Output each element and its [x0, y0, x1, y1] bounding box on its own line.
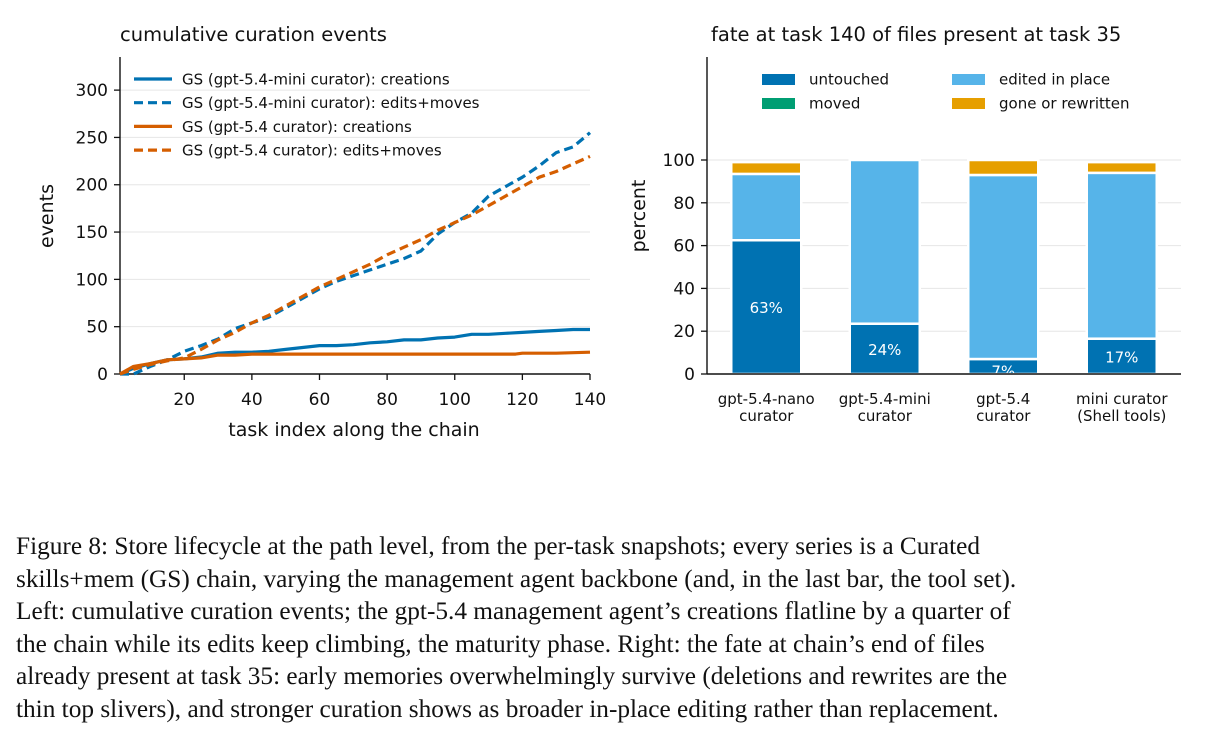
legend-label: GS (gpt-5.4 curator): creations [182, 118, 412, 136]
right-y-tick-label: 40 [673, 279, 695, 299]
legend-label: GS (gpt-5.4-mini curator): edits+moves [182, 94, 480, 112]
right-legend: untouched edited in place moved gone or rew… [762, 71, 1129, 113]
line-chart-curation-events: cumulative curation events 0 50 100 150 200 2… [36, 23, 606, 441]
bar-segment-edited-in-place [730, 172, 803, 242]
left-y-tick-label: 50 [86, 318, 108, 338]
bar-value-label: 7% [991, 363, 1015, 381]
left-y-tick-label: 100 [76, 270, 108, 290]
left-y-tick-label: 200 [76, 176, 108, 196]
stacked-bar-chart-file-fate: fate at task 140 of files present at tas… [628, 23, 1181, 425]
x-category-label: mini curator [1076, 390, 1168, 408]
bar-value-label: 17% [1105, 348, 1138, 366]
left-x-tick-label: 80 [376, 390, 398, 410]
bar-segment-gone-or-rewritten [1085, 160, 1158, 175]
bar-segment-gone-or-rewritten [730, 160, 803, 176]
bar-segment-gone-or-rewritten [967, 158, 1040, 177]
left-x-tick-label: 140 [574, 390, 606, 410]
right-y-tick-label: 100 [663, 151, 695, 171]
legend-swatch [952, 74, 985, 85]
right-bars: 63% 24% 7% 17% [730, 158, 1158, 381]
legend-label: GS (gpt-5.4-mini curator): creations [182, 71, 450, 89]
left-x-tick-label: 40 [241, 390, 263, 410]
caption-line: thin top slivers), and stronger curation… [16, 694, 999, 723]
right-axes: 020406080100percentgpt-5.4-nanocuratorgp… [628, 57, 1181, 425]
bar-segment-untouched [848, 322, 921, 376]
left-gridlines [120, 89, 590, 328]
bar-value-label: 24% [868, 341, 901, 359]
left-series-line-3 [119, 154, 591, 376]
right-chart-title: fate at task 140 of files present at tas… [711, 23, 1121, 46]
left-series-line-1 [120, 131, 592, 376]
left-axes: 0 50 100 150 200 250 300 20 40 60 80 100 120 140 [76, 57, 606, 410]
bar-segment-edited-in-place [967, 173, 1040, 361]
caption-line: the chain while its edits keep climbing,… [16, 629, 985, 658]
left-x-tick-label: 60 [309, 390, 331, 410]
x-category-label: gpt-5.4-nano [718, 390, 815, 408]
left-x-tick-label: 120 [506, 390, 538, 410]
figure-caption: Figure 8: Store lifecycle at the path le… [16, 530, 1204, 725]
legend-label: GS (gpt-5.4 curator): edits+moves [182, 142, 442, 160]
legend-label: untouched [809, 71, 889, 89]
right-y-tick-label: 20 [673, 322, 695, 342]
bar-value-label: 63% [750, 299, 783, 317]
x-category-label: gpt-5.4 [976, 390, 1030, 408]
legend-label: moved [809, 95, 860, 113]
legend-swatch [762, 98, 795, 109]
left-y-tick-label: 300 [76, 81, 108, 101]
right-y-axis-label: percent [628, 180, 650, 253]
left-x-tick-label: 100 [439, 390, 471, 410]
x-category-label: curator [739, 407, 794, 425]
left-series-line-0 [119, 327, 590, 376]
legend-label: edited in place [999, 71, 1110, 89]
left-y-tick-label: 150 [76, 223, 108, 243]
left-y-tick-label: 250 [76, 128, 108, 148]
legend-swatch [952, 98, 985, 109]
legend-label: gone or rewritten [999, 95, 1129, 113]
bar-segment-edited-in-place [1085, 171, 1158, 340]
right-y-tick-label: 0 [684, 365, 695, 385]
x-category-label: (Shell tools) [1077, 407, 1166, 425]
caption-line: Figure 8: Store lifecycle at the path le… [16, 532, 980, 560]
right-y-tick-label: 80 [673, 194, 695, 214]
x-category-label: curator [976, 407, 1031, 425]
caption-line: skills+mem (GS) chain, varying the manag… [16, 564, 1017, 593]
legend-swatch [762, 74, 795, 85]
bar-segment-edited-in-place [848, 158, 921, 325]
caption-line: Left: cumulative curation events; the gp… [16, 597, 1011, 625]
left-legend: GS (gpt-5.4-mini curator): creations GS (… [134, 71, 480, 160]
x-category-label: curator [858, 407, 913, 425]
left-chart-title: cumulative curation events [120, 23, 387, 46]
x-category-label: gpt-5.4-mini [839, 390, 931, 408]
left-y-tick-label: 0 [97, 365, 108, 385]
caption-line: already present at task 35: early memori… [16, 662, 1008, 690]
left-series-lines [119, 131, 592, 376]
bar-segment-untouched [1085, 337, 1158, 376]
right-y-tick-label: 60 [673, 237, 695, 257]
left-x-axis-label: task index along the chain [228, 419, 479, 441]
left-series-line-2 [119, 350, 591, 376]
left-x-tick-label: 20 [173, 390, 195, 410]
left-y-axis-label: events [36, 184, 58, 248]
bar-segment-untouched [730, 239, 803, 376]
